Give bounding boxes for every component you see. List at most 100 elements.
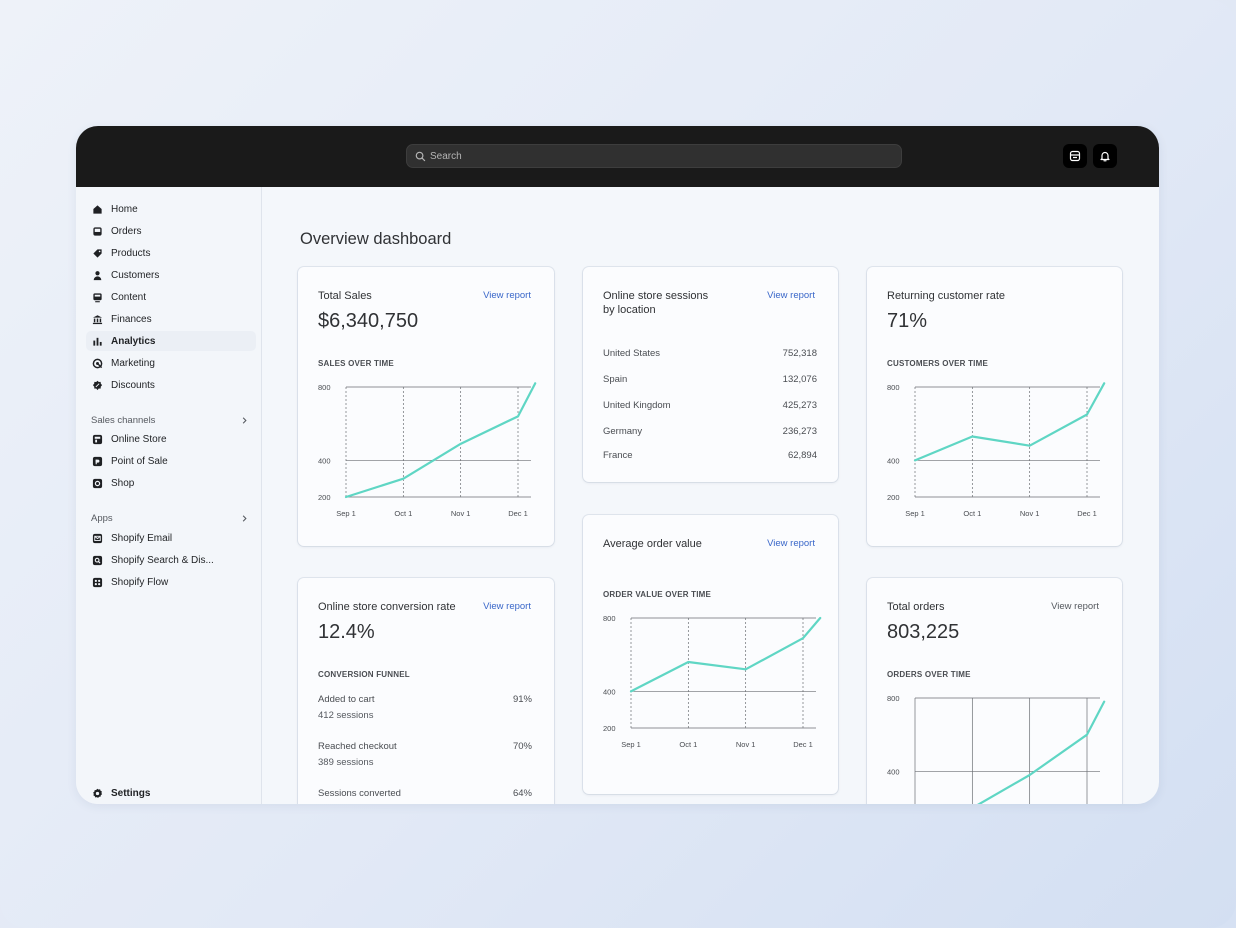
x-tick-label: Oct 1 [394, 509, 412, 518]
order-value-line-chart: 800 400 200 Sep 1 Oct 1 Nov 1 Dec 1 [603, 614, 822, 749]
session-count: 62,894 [787, 450, 817, 461]
target-icon [92, 358, 103, 369]
funnel-step-label: Reached checkout [318, 741, 397, 752]
shop-icon [92, 478, 103, 489]
sales-channels-header[interactable]: Sales channels [91, 412, 249, 428]
x-tick-label: Sep 1 [621, 740, 641, 749]
sidebar-item-point-of-sale[interactable]: Point of Sale [86, 451, 256, 471]
sidebar-item-label: Discounts [111, 379, 155, 391]
sidebar-item-marketing[interactable]: Marketing [86, 353, 256, 373]
apps-header[interactable]: Apps [91, 510, 249, 526]
gear-icon [92, 788, 103, 799]
y-tick-label: 400 [318, 456, 331, 465]
view-report-link[interactable]: View report [1051, 601, 1099, 612]
sidebar-item-online-store[interactable]: Online Store [86, 429, 256, 449]
y-tick-label: 800 [603, 614, 616, 623]
series-line [913, 382, 1106, 462]
app-window: Search Home Orders Products Customers Co… [76, 126, 1159, 804]
sidebar-item-label: Products [111, 247, 151, 259]
home-icon [92, 204, 103, 215]
sidebar-item-content[interactable]: Content [86, 287, 256, 307]
sidebar-item-shopify-email[interactable]: Shopify Email [86, 528, 256, 548]
y-tick-label: 400 [887, 767, 900, 776]
view-report-link[interactable]: View report [767, 290, 815, 301]
session-count: 236,273 [782, 426, 817, 437]
sidebar-item-label: Analytics [111, 335, 156, 347]
top-bar: Search [76, 126, 1159, 187]
main-content: Overview dashboard Total Sales View repo… [263, 187, 1159, 804]
flow-icon [92, 577, 103, 588]
country-name: Germany [603, 426, 643, 437]
total-orders-card: Total orders View report 803,225 ORDERS … [867, 578, 1122, 804]
content-icon [92, 292, 103, 303]
x-tick-label: Oct 1 [963, 509, 981, 518]
email-icon [92, 533, 103, 544]
funnel-step-label: Added to cart [318, 694, 375, 705]
x-tick-label: Dec 1 [508, 509, 528, 518]
x-tick-label: Nov 1 [1020, 509, 1040, 518]
discount-icon [92, 380, 103, 391]
tag-icon [92, 248, 103, 259]
total-orders-value: 803,225 [887, 621, 960, 643]
country-name: France [603, 450, 633, 461]
sidebar-item-label: Marketing [111, 357, 155, 369]
card-title-line: by location [603, 304, 656, 316]
series-line [344, 382, 537, 499]
search-icon [415, 151, 426, 161]
sidebar-item-discounts[interactable]: Discounts [86, 375, 256, 395]
bell-icon [1100, 151, 1110, 162]
sidebar-item-products[interactable]: Products [86, 243, 256, 263]
country-name: United Kingdom [603, 400, 671, 411]
x-tick-label: Nov 1 [736, 740, 756, 749]
sidebar-item-orders[interactable]: Orders [86, 221, 256, 241]
sidebar-item-home[interactable]: Home [86, 199, 256, 219]
list-item: United States 752,318 [603, 348, 817, 362]
chart-label: ORDERS OVER TIME [887, 670, 971, 679]
view-report-link[interactable]: View report [483, 290, 531, 301]
notifications-button[interactable] [1093, 144, 1117, 168]
funnel-step-label: Sessions converted [318, 788, 401, 799]
store-button[interactable] [1063, 144, 1087, 168]
conversion-rate-card: Online store conversion rate View report… [298, 578, 554, 804]
search-input[interactable]: Search [406, 144, 902, 168]
sidebar-item-label: Online Store [111, 433, 167, 445]
sidebar-item-label: Shopify Flow [111, 576, 169, 588]
sidebar-item-finances[interactable]: Finances [86, 309, 256, 329]
customers-line-chart: 800 400 200 Sep 1 Oct 1 Nov 1 Dec 1 [887, 382, 1106, 518]
bank-icon [92, 314, 103, 325]
card-title: Online store conversion rate [318, 601, 456, 613]
conversion-rate-value: 12.4% [318, 621, 375, 643]
y-tick-label: 400 [603, 687, 616, 696]
page-title: Overview dashboard [300, 230, 452, 248]
person-icon [92, 270, 103, 281]
returning-rate-value: 71% [887, 310, 928, 332]
country-name: Spain [603, 374, 628, 385]
sidebar-item-label: Settings [111, 787, 151, 799]
pos-icon [92, 456, 103, 467]
sidebar-item-settings[interactable]: Settings [86, 783, 256, 803]
card-title-line: Online store sessions [603, 290, 709, 302]
country-name: United States [603, 348, 661, 359]
search-placeholder: Search [430, 150, 462, 162]
session-count: 752,318 [782, 348, 817, 359]
chart-label: SALES OVER TIME [318, 359, 394, 368]
funnel-step-sessions: 389 sessions [318, 757, 374, 768]
funnel-step-percent: 70% [512, 741, 532, 752]
orders-line-chart: 800 400 [887, 694, 1106, 804]
store-icon [92, 434, 103, 445]
sidebar-item-shop[interactable]: Shop [86, 473, 256, 493]
x-tick-label: Sep 1 [336, 509, 356, 518]
list-item: United Kingdom 425,273 [603, 400, 817, 414]
chart-label: ORDER VALUE OVER TIME [603, 590, 712, 599]
view-report-link[interactable]: View report [767, 538, 815, 549]
store-switcher-icon [1069, 150, 1081, 162]
sales-channels-label: Sales channels [91, 414, 156, 426]
sidebar-item-shopify-search[interactable]: Shopify Search & Dis... [86, 550, 256, 570]
sidebar-item-analytics[interactable]: Analytics [86, 331, 256, 351]
card-title: Total Sales [318, 290, 372, 302]
x-tick-label: Dec 1 [1077, 509, 1097, 518]
sidebar-item-shopify-flow[interactable]: Shopify Flow [86, 572, 256, 592]
sidebar-item-customers[interactable]: Customers [86, 265, 256, 285]
view-report-link[interactable]: View report [483, 601, 531, 612]
funnel-step-sessions: 412 sessions [318, 710, 374, 721]
